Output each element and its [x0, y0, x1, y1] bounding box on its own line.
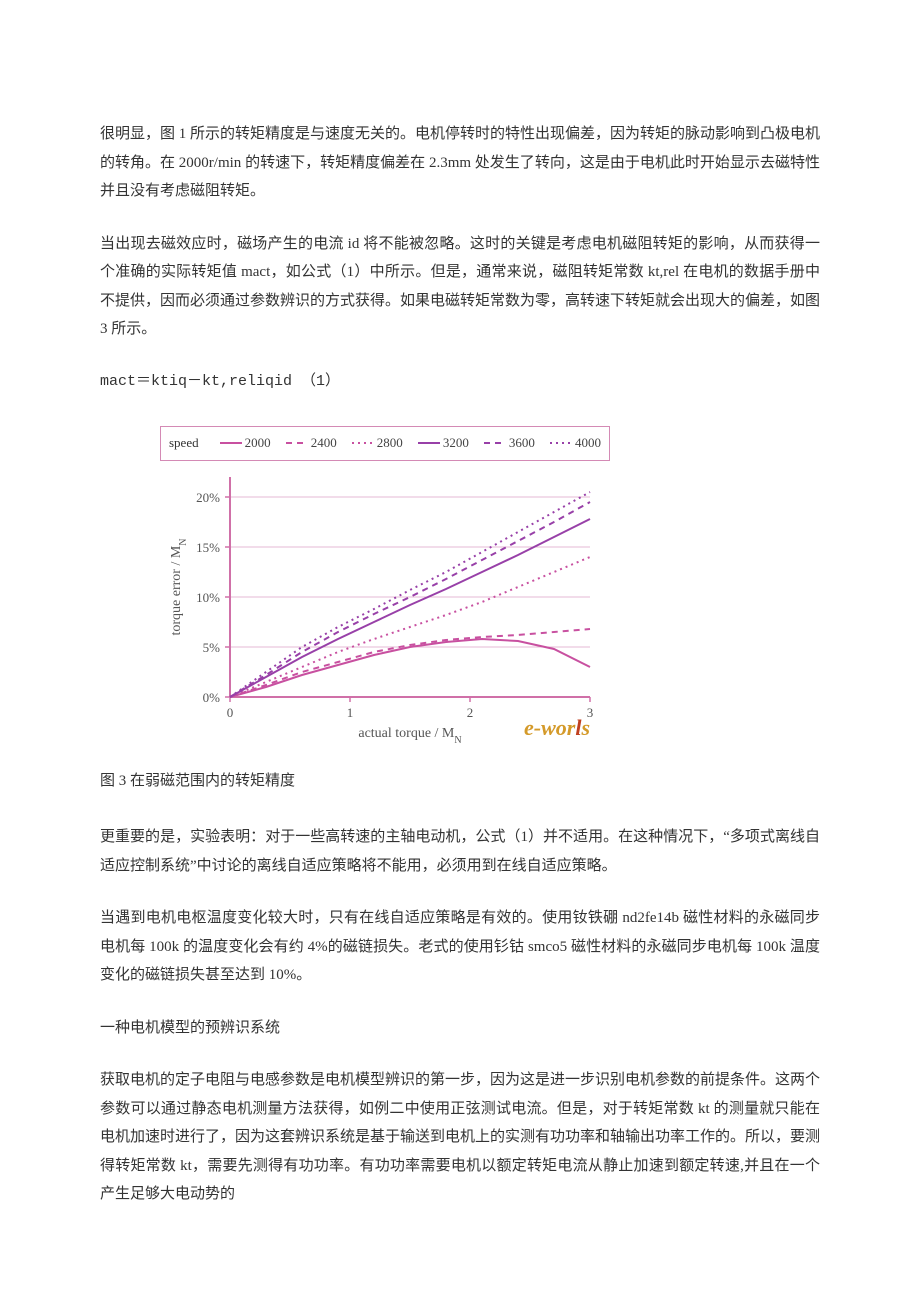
figure-3-caption: 图 3 在弱磁范围内的转矩精度	[100, 767, 820, 796]
torque-error-chart: 0%5%10%15%20%0123torque error / MNactual…	[160, 467, 610, 747]
svg-text:actual torque / MN: actual torque / MN	[358, 726, 461, 746]
figure-3: speed 2000 2400 2800 3200 3600 4000 0% 5% 10% 15…	[160, 426, 610, 747]
equation-1: mact＝ktiq－kt,reliqid （1）	[100, 368, 820, 397]
legend-item: 2800	[352, 431, 403, 456]
svg-text:15%: 15%	[196, 540, 220, 555]
svg-text:e-worls: e-worls	[524, 715, 590, 740]
paragraph: 当出现去磁效应时，磁场产生的电流 id 将不能被忽略。这时的关键是考虑电机磁阻转…	[100, 230, 820, 344]
svg-text:1: 1	[347, 705, 354, 720]
legend-item: 3600	[484, 431, 535, 456]
svg-text:5%: 5%	[203, 640, 221, 655]
paragraph: 获取电机的定子电阻与电感参数是电机模型辨识的第一步，因为这是进一步识别电机参数的…	[100, 1066, 820, 1209]
svg-text:20%: 20%	[196, 490, 220, 505]
svg-text:10%: 10%	[196, 590, 220, 605]
legend-item: 2000	[220, 431, 271, 456]
paragraph: 当遇到电机电枢温度变化较大时，只有在线自适应策略是有效的。使用钕铁硼 nd2fe…	[100, 904, 820, 990]
legend-item: 3200	[418, 431, 469, 456]
paragraph: 很明显，图 1 所示的转矩精度是与速度无关的。电机停转时的特性出现偏差，因为转矩…	[100, 120, 820, 206]
legend-item: 4000	[550, 431, 601, 456]
legend-item: 2400	[286, 431, 337, 456]
legend-title: speed	[169, 431, 199, 456]
svg-text:torque error / MN: torque error / MN	[169, 538, 189, 635]
svg-text:0%: 0%	[203, 690, 221, 705]
paragraph: 更重要的是，实验表明：对于一些高转速的主轴电动机，公式（1）并不适用。在这种情况…	[100, 823, 820, 880]
svg-text:0: 0	[227, 705, 234, 720]
svg-text:2: 2	[467, 705, 474, 720]
section-heading: 一种电机模型的预辨识系统	[100, 1014, 820, 1043]
chart-legend: speed 2000 2400 2800 3200 3600 4000	[160, 426, 610, 461]
